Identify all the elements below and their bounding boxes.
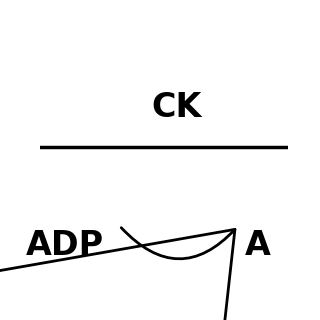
Text: ADP: ADP — [26, 229, 104, 262]
Text: A: A — [245, 229, 271, 262]
FancyArrowPatch shape — [0, 228, 235, 320]
Text: CK: CK — [151, 91, 202, 124]
